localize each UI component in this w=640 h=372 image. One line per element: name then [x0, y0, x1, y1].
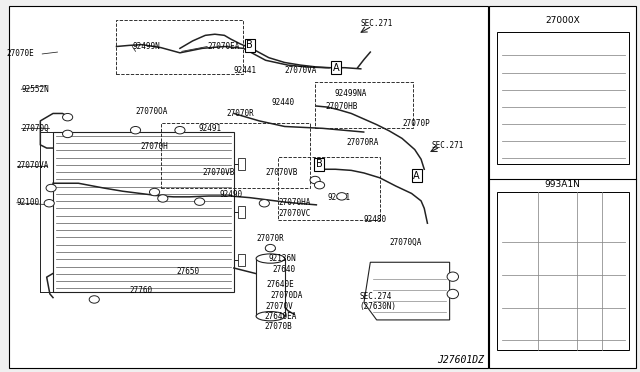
Bar	[497, 192, 629, 350]
Text: 92499N: 92499N	[132, 42, 160, 51]
Bar	[237, 206, 245, 218]
Text: 27070R: 27070R	[227, 109, 254, 118]
Text: 27070Q: 27070Q	[21, 124, 49, 133]
Bar	[497, 32, 629, 164]
Bar	[53, 132, 234, 292]
Text: 27070EA: 27070EA	[207, 42, 239, 51]
Bar	[278, 157, 380, 220]
Ellipse shape	[266, 244, 275, 252]
Ellipse shape	[314, 182, 324, 189]
Text: 92552N: 92552N	[21, 85, 49, 94]
Bar	[315, 82, 413, 128]
Text: 27070OA: 27070OA	[136, 107, 168, 116]
Bar	[237, 254, 245, 266]
Text: A: A	[333, 63, 339, 73]
Ellipse shape	[447, 272, 458, 281]
Ellipse shape	[63, 130, 73, 138]
Text: 27070HB: 27070HB	[326, 102, 358, 110]
Text: 27070H: 27070H	[141, 142, 168, 151]
Bar	[8, 6, 488, 368]
Text: 27070V: 27070V	[266, 302, 293, 311]
Text: J27601DZ: J27601DZ	[437, 355, 484, 365]
Ellipse shape	[150, 188, 159, 196]
Text: 92440: 92440	[272, 98, 295, 107]
Ellipse shape	[46, 185, 56, 192]
Text: 27640E: 27640E	[267, 280, 294, 289]
Ellipse shape	[89, 296, 99, 303]
Text: 27070RA: 27070RA	[347, 138, 380, 147]
Text: 27640EA: 27640EA	[264, 312, 297, 321]
Ellipse shape	[131, 126, 141, 134]
Text: 92481: 92481	[328, 193, 351, 202]
Text: 27070VB: 27070VB	[202, 169, 234, 177]
Ellipse shape	[44, 199, 54, 207]
Text: 27070DA: 27070DA	[271, 291, 303, 300]
Text: B: B	[316, 160, 323, 169]
Text: 27070VA: 27070VA	[285, 66, 317, 75]
Bar	[237, 158, 245, 170]
Text: 993A1N: 993A1N	[545, 180, 580, 189]
Ellipse shape	[157, 195, 168, 202]
Ellipse shape	[447, 289, 458, 299]
Ellipse shape	[256, 254, 285, 263]
Text: 92480: 92480	[364, 215, 387, 224]
Text: A: A	[413, 171, 420, 180]
Text: 27070HA: 27070HA	[278, 198, 310, 207]
Text: 27070E: 27070E	[6, 49, 34, 58]
Text: SEC.271: SEC.271	[432, 141, 464, 150]
Text: 27070B: 27070B	[264, 322, 292, 331]
Ellipse shape	[256, 312, 285, 321]
Text: 92490: 92490	[220, 190, 243, 199]
Text: 92136N: 92136N	[269, 254, 296, 263]
Text: 27070QA: 27070QA	[389, 238, 422, 247]
Text: SEC.274
(27630N): SEC.274 (27630N)	[360, 292, 397, 311]
Text: 27070VA: 27070VA	[17, 161, 49, 170]
Ellipse shape	[195, 198, 205, 205]
Ellipse shape	[337, 193, 347, 200]
Polygon shape	[364, 262, 450, 320]
Text: B: B	[246, 41, 253, 50]
Text: 27070VB: 27070VB	[266, 169, 298, 177]
Ellipse shape	[63, 113, 73, 121]
Text: 92441: 92441	[234, 66, 257, 75]
Ellipse shape	[266, 247, 275, 251]
Text: 92499NA: 92499NA	[334, 89, 367, 98]
Bar	[256, 259, 285, 316]
Bar	[489, 6, 636, 368]
Ellipse shape	[175, 126, 185, 134]
Ellipse shape	[310, 176, 320, 184]
Text: 27640: 27640	[272, 265, 295, 274]
Ellipse shape	[259, 199, 269, 207]
Text: 27070R: 27070R	[256, 234, 284, 243]
Text: 27070VC: 27070VC	[278, 209, 310, 218]
Text: SEC.271: SEC.271	[361, 19, 393, 28]
Text: 92100: 92100	[17, 198, 40, 207]
Text: 27070P: 27070P	[402, 119, 430, 128]
Bar	[116, 20, 243, 74]
Text: 27650: 27650	[177, 267, 200, 276]
Bar	[161, 123, 310, 188]
Text: 27000X: 27000X	[545, 16, 580, 25]
Text: 27760: 27760	[129, 286, 152, 295]
Text: 92491: 92491	[199, 124, 222, 133]
